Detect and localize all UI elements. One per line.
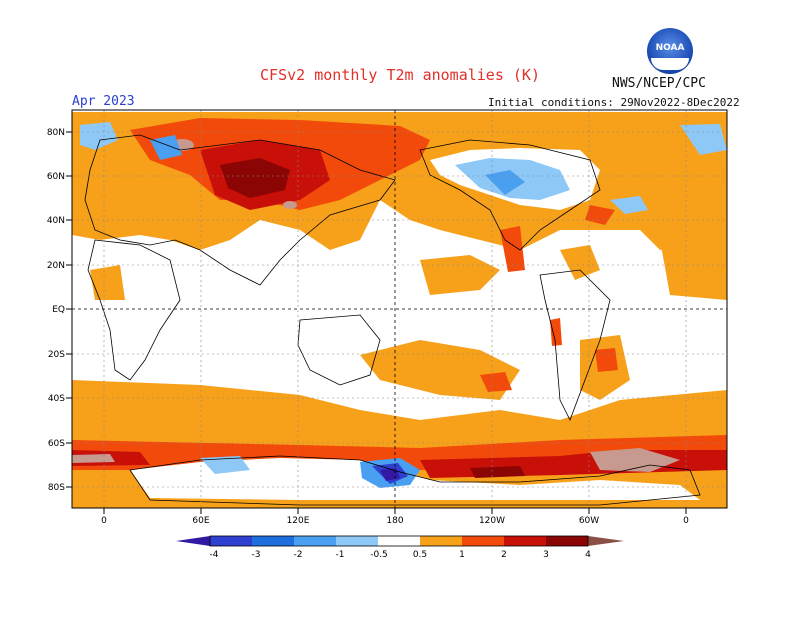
lat-label: 40N bbox=[47, 216, 65, 226]
colorbar-swatch bbox=[336, 536, 378, 546]
colorbar: -4 -3 -2 -1 -0.5 0.5 1 2 3 4 bbox=[176, 535, 624, 560]
coastlines bbox=[84, 134, 701, 506]
lon-label: 0 bbox=[683, 516, 689, 526]
graticule bbox=[72, 110, 727, 508]
colorbar-label: 3 bbox=[543, 550, 549, 560]
colorbar-swatch bbox=[294, 536, 336, 546]
lat-label: 40S bbox=[48, 394, 65, 404]
lon-label: 120W bbox=[479, 516, 505, 526]
lon-label: 120E bbox=[287, 516, 310, 526]
colorbar-label: 2 bbox=[501, 550, 507, 560]
forecast-month: Apr 2023 bbox=[72, 94, 135, 109]
colorbar-swatch bbox=[210, 536, 252, 546]
colorbar-swatch bbox=[252, 536, 294, 546]
chart-title: CFSv2 monthly T2m anomalies (K) bbox=[260, 66, 540, 84]
colorbar-label: -3 bbox=[252, 550, 261, 560]
colorbar-swatch bbox=[378, 536, 420, 546]
colorbar-swatch bbox=[588, 536, 624, 546]
colorbar-label: -4 bbox=[210, 550, 219, 560]
lat-label: 20N bbox=[47, 261, 65, 271]
lat-label: 60N bbox=[47, 172, 65, 182]
lon-label: 60E bbox=[192, 516, 209, 526]
colorbar-label: -0.5 bbox=[370, 550, 388, 560]
colorbar-swatch bbox=[176, 536, 210, 546]
lat-label: 80S bbox=[48, 483, 65, 493]
colorbar-swatch bbox=[462, 536, 504, 546]
lat-label: 60S bbox=[48, 439, 65, 449]
colorbar-label: 0.5 bbox=[413, 550, 427, 560]
colorbar-label: -2 bbox=[294, 550, 303, 560]
lat-label: EQ bbox=[52, 305, 65, 315]
agency-label: NWS/NCEP/CPC bbox=[612, 76, 706, 91]
lat-label: 80N bbox=[47, 128, 65, 138]
colorbar-label: 1 bbox=[459, 550, 465, 560]
lon-label: 60W bbox=[579, 516, 599, 526]
colorbar-label: 4 bbox=[585, 550, 591, 560]
colorbar-label: -1 bbox=[336, 550, 345, 560]
anomaly-field bbox=[72, 110, 727, 508]
equator-dateline bbox=[72, 110, 727, 508]
colorbar-swatch bbox=[504, 536, 546, 546]
lon-label: 180 bbox=[386, 516, 403, 526]
colorbar-swatch bbox=[420, 536, 462, 546]
colorbar-swatch bbox=[546, 536, 588, 546]
lat-label: 20S bbox=[48, 350, 65, 360]
lon-label: 0 bbox=[101, 516, 107, 526]
initial-conditions: Initial conditions: 29Nov2022-8Dec2022 bbox=[488, 96, 740, 109]
noaa-logo: NOAA bbox=[647, 28, 693, 74]
